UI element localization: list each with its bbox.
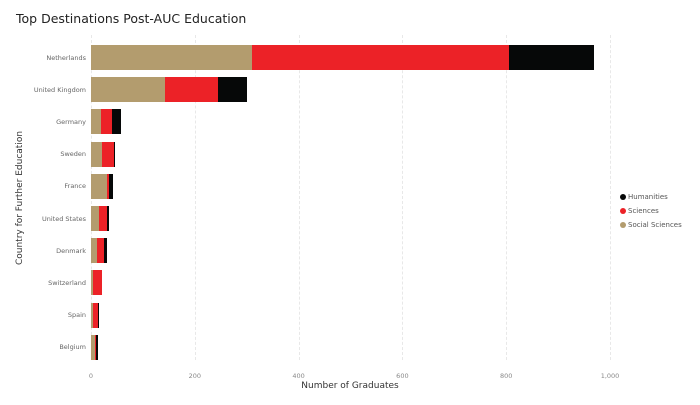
bar-segment-sciences[interactable]: [101, 109, 112, 135]
bar-switzerland[interactable]: [91, 270, 103, 296]
legend-item-social-sciences[interactable]: Social Sciences: [620, 218, 682, 232]
bar-germany[interactable]: [91, 109, 121, 135]
y-tick-label: Spain: [67, 311, 86, 320]
y-tick-label: Germany: [56, 117, 86, 126]
bar-segment-social-sciences[interactable]: [91, 238, 98, 264]
bar-segment-sciences[interactable]: [102, 141, 114, 167]
y-tick-label: Belgium: [59, 343, 86, 352]
bar-segment-humanities[interactable]: [508, 45, 595, 70]
x-tick-label: 600: [396, 372, 409, 380]
bar-segment-sciences[interactable]: [99, 206, 107, 231]
bar-segment-social-sciences[interactable]: [91, 302, 93, 328]
gridline: [506, 35, 508, 360]
bar-segment-humanities[interactable]: [95, 334, 99, 360]
legend-item-humanities[interactable]: Humanities: [620, 190, 682, 204]
y-axis-label: Country for Further Education: [15, 130, 25, 266]
bar-segment-social-sciences[interactable]: [91, 270, 93, 296]
y-tick-label: United States: [41, 214, 86, 223]
y-tick-label: Switzerland: [48, 278, 86, 287]
legend-label: Sciences: [628, 207, 659, 215]
bar-segment-sciences[interactable]: [92, 270, 103, 296]
gridline: [610, 35, 611, 360]
legend-label: Social Sciences: [628, 221, 682, 229]
bar-segment-humanities[interactable]: [106, 206, 110, 231]
y-tick-label: France: [64, 182, 86, 191]
bar-segment-sciences[interactable]: [94, 334, 96, 360]
x-tick-label: 200: [188, 372, 202, 380]
legend-dot-icon: [620, 222, 626, 228]
bar-united-states[interactable]: [91, 206, 110, 231]
legend-dot-icon: [620, 208, 626, 214]
y-tick-label: Netherlands: [46, 53, 86, 62]
x-axis-label: Number of Graduates: [301, 381, 399, 391]
bar-spain[interactable]: [91, 302, 100, 328]
x-tick-label: 1,000: [600, 372, 620, 380]
bar-segment-social-sciences[interactable]: [91, 141, 103, 167]
x-tick-label: 400: [292, 372, 305, 380]
chart-title: Top Destinations Post-AUC Education: [16, 11, 247, 26]
bar-segment-humanities[interactable]: [109, 173, 113, 199]
bar-segment-sciences[interactable]: [92, 302, 98, 328]
bar-segment-social-sciences[interactable]: [91, 334, 95, 360]
bar-segment-humanities[interactable]: [97, 302, 100, 328]
bar-segment-sciences[interactable]: [106, 173, 110, 199]
legend-item-sciences[interactable]: Sciences: [620, 204, 682, 218]
gridline: [298, 35, 300, 360]
bar-segment-social-sciences[interactable]: [91, 173, 107, 199]
bar-segment-humanities[interactable]: [218, 77, 247, 103]
bar-netherlands[interactable]: [91, 45, 595, 70]
plot-area: [91, 35, 611, 360]
y-tick-label: Sweden: [60, 150, 86, 159]
bar-segment-social-sciences[interactable]: [91, 77, 165, 103]
bar-segment-sciences[interactable]: [97, 238, 104, 264]
bar-segment-sciences[interactable]: [164, 77, 219, 103]
bar-segment-social-sciences[interactable]: [91, 206, 100, 231]
bar-segment-humanities[interactable]: [103, 238, 107, 264]
x-tick-label: 800: [499, 372, 513, 380]
bar-sweden[interactable]: [91, 141, 115, 167]
bar-france[interactable]: [91, 173, 113, 199]
gridline: [194, 35, 196, 360]
bar-segment-social-sciences[interactable]: [91, 109, 102, 135]
legend-dot-icon: [620, 194, 626, 200]
y-tick-label: United Kingdom: [33, 85, 86, 94]
bar-segment-humanities[interactable]: [111, 109, 121, 135]
bar-segment-humanities[interactable]: [113, 141, 115, 167]
legend-label: Humanities: [628, 193, 668, 201]
y-tick-label: Denmark: [56, 246, 86, 255]
legend: Humanities Sciences Social Sciences: [620, 190, 682, 232]
bar-denmark[interactable]: [91, 238, 107, 264]
bar-united-kingdom[interactable]: [91, 77, 247, 103]
bar-segment-sciences[interactable]: [251, 45, 509, 70]
bar-segment-social-sciences[interactable]: [91, 45, 252, 70]
x-tick-label: 0: [88, 372, 94, 380]
bar-belgium[interactable]: [91, 334, 99, 360]
gridline: [402, 35, 404, 360]
